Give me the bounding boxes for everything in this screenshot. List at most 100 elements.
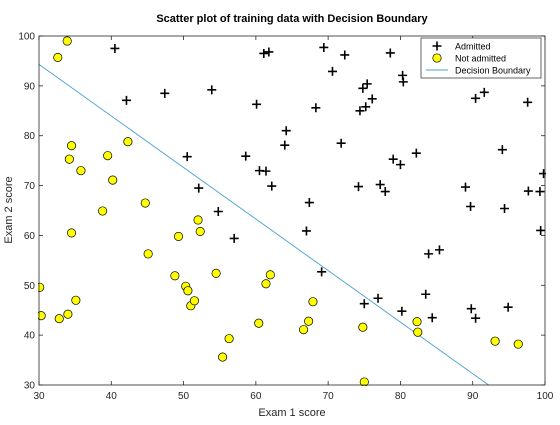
not-admitted-point (108, 175, 118, 185)
admitted-point (213, 206, 223, 216)
not-admitted-point (62, 36, 72, 46)
admitted-point (207, 85, 217, 95)
admitted-point (358, 83, 368, 93)
x-tick-label: 40 (106, 391, 118, 402)
x-tick-label: 70 (323, 391, 335, 402)
legend-admitted-marker (432, 41, 442, 51)
not-admitted-point (170, 271, 180, 281)
plot-frame (38, 35, 546, 386)
not-admitted-point (412, 317, 422, 327)
not-admitted-point (64, 154, 74, 164)
admitted-point (500, 204, 510, 214)
admitted-point (194, 183, 204, 193)
admitted-point (479, 87, 489, 97)
admitted-point (311, 103, 321, 113)
admitted-point (497, 145, 507, 155)
admitted-point (354, 182, 364, 192)
not-admitted-point (143, 249, 153, 259)
admitted-point (259, 48, 269, 58)
not-admitted-point (513, 339, 523, 349)
not-admitted-point (66, 141, 77, 151)
admitted-point (539, 169, 546, 179)
not-admitted-point (308, 297, 318, 307)
not-admitted-point (254, 318, 264, 328)
y-axis-label: Exam 2 score (3, 176, 15, 243)
not-admitted-point (490, 336, 500, 346)
admitted-point (319, 42, 329, 52)
admitted-point (375, 180, 385, 190)
not-admitted-point (98, 206, 108, 216)
admitted-point (380, 187, 390, 197)
admitted-point (327, 66, 337, 76)
admitted-point (471, 93, 481, 103)
admitted-point (267, 181, 277, 191)
not-admitted-point (38, 282, 45, 292)
not-admitted-point (265, 270, 275, 280)
not-admitted-point (224, 334, 234, 344)
admitted-point (110, 43, 120, 53)
not-admitted-point (53, 52, 63, 62)
admitted-point (398, 77, 408, 87)
admitted-point (373, 293, 383, 303)
chart-title: Scatter plot of training data with Decis… (156, 13, 428, 25)
x-tick-label: 80 (395, 391, 407, 402)
admitted-point (359, 299, 369, 309)
not-admitted-point (359, 377, 369, 386)
admitted-point (424, 249, 434, 259)
not-admitted-point (76, 166, 86, 176)
admitted-point (361, 102, 371, 112)
admitted-point (362, 79, 372, 89)
not-admitted-point (71, 295, 81, 305)
admitted-point (523, 97, 533, 107)
not-admitted-point (218, 352, 228, 362)
admitted-point (264, 47, 274, 57)
admitted-point (411, 148, 421, 158)
admitted-point (536, 225, 546, 235)
admitted-point (466, 202, 476, 212)
admitted-point (385, 48, 395, 58)
not-admitted-point (103, 151, 113, 161)
admitted-point (427, 313, 437, 323)
not-admitted-point (261, 279, 271, 289)
x-tick-label: 90 (467, 391, 479, 402)
legend: Admitted Not admitted Decision Boundary (420, 37, 542, 79)
legend-label: Not admitted (455, 54, 506, 64)
admitted-point (336, 138, 346, 148)
admitted-point (471, 313, 481, 323)
admitted-point (160, 88, 170, 98)
y-tick-label: 30 (24, 381, 36, 392)
legend-label: Decision Boundary (455, 66, 531, 76)
x-tick-label: 100 (537, 391, 554, 402)
y-tick-label: 100 (18, 32, 35, 43)
not-admitted-point (54, 314, 64, 324)
admitted-point (304, 198, 314, 208)
admitted-point (460, 182, 470, 192)
not-admitted-point (183, 286, 193, 296)
not-admitted-point (211, 268, 221, 278)
admitted-point (281, 126, 291, 136)
x-tick-label: 60 (250, 391, 262, 402)
admitted-point (355, 106, 365, 116)
not-admitted-point (299, 325, 309, 335)
not-admitted-point (173, 231, 184, 241)
y-tick-label: 80 (24, 131, 36, 142)
y-tick-label: 90 (24, 81, 36, 92)
plot-area-background (39, 36, 545, 385)
x-tick-label: 50 (178, 391, 190, 402)
not-admitted-point (66, 228, 77, 238)
y-tick-label: 50 (24, 281, 36, 292)
admitted-point (121, 95, 131, 105)
admitted-point (182, 152, 192, 162)
admitted-point (367, 94, 377, 104)
not-admitted-point (38, 311, 46, 321)
y-tick-label: 60 (24, 231, 36, 242)
data-points-layer (38, 36, 546, 386)
admitted-point (535, 187, 545, 197)
x-tick-label: 30 (33, 391, 45, 402)
admitted-point (434, 245, 444, 255)
admitted-point (397, 306, 407, 316)
not-admitted-point (193, 215, 203, 225)
admitted-point (340, 50, 350, 60)
admitted-point (388, 154, 398, 164)
